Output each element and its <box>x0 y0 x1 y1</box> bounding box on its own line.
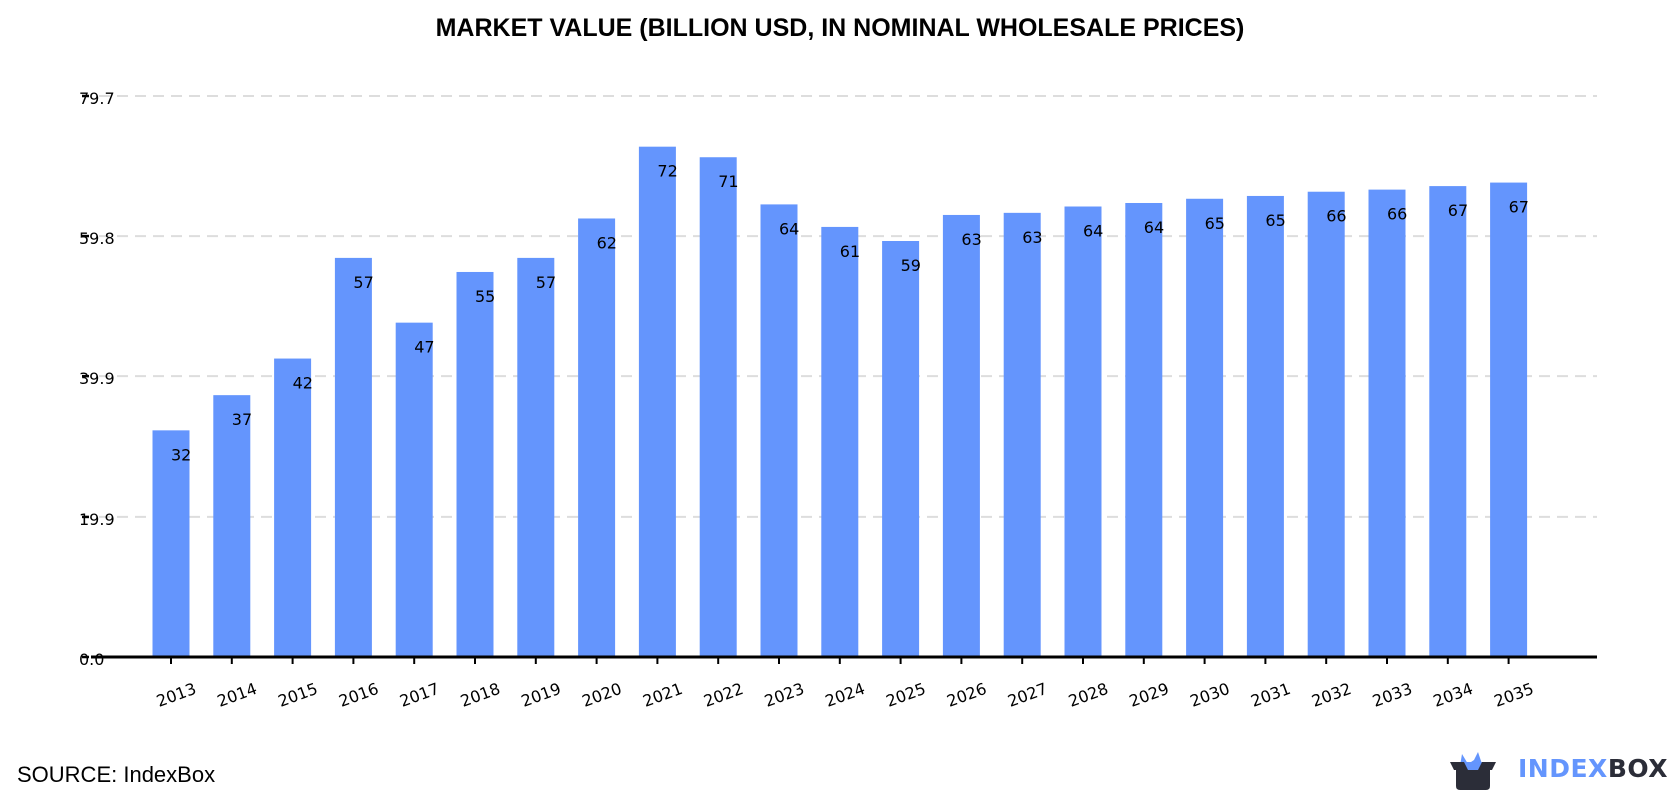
bar-2033 <box>1368 189 1406 657</box>
bar-2017 <box>395 322 433 657</box>
bar-2025 <box>882 241 920 657</box>
data-label: 65 <box>1205 214 1225 233</box>
data-label: 62 <box>597 233 617 252</box>
data-label: 72 <box>657 162 677 181</box>
data-label: 63 <box>1022 228 1042 247</box>
y-tick-label: 19.9 <box>79 510 115 529</box>
bar-chart: 32 37 42 57 47 55 57 62 72 71 64 61 59 63 63 64 64 65 65 66… <box>79 89 1597 711</box>
x-tick-label: 2017 <box>397 679 442 711</box>
x-tick-label: 2025 <box>883 679 928 711</box>
x-tick-label: 2024 <box>823 679 868 711</box>
box-icon <box>1450 752 1496 790</box>
bar-2024 <box>821 226 859 657</box>
data-label: 61 <box>840 242 860 261</box>
x-tick-label: 2029 <box>1127 679 1172 711</box>
x-tick-label: 2019 <box>519 679 564 711</box>
bar-2027 <box>1003 212 1041 657</box>
bar-2022 <box>699 157 737 657</box>
bar-2019 <box>517 257 555 657</box>
data-label: 57 <box>353 273 373 292</box>
y-axis: 0.0 19.9 39.9 59.8 79.7 <box>79 89 115 669</box>
bar-2014 <box>213 395 251 657</box>
bar-2030 <box>1186 198 1224 657</box>
x-tick-label: 2035 <box>1491 679 1536 711</box>
chart-title: MARKET VALUE (BILLION USD, IN NOMINAL WH… <box>435 14 1245 42</box>
bar-2026 <box>942 214 980 657</box>
x-tick-label: 2020 <box>579 679 624 711</box>
x-tick-label: 2014 <box>215 679 260 711</box>
x-tick-label: 2021 <box>640 679 685 711</box>
x-tick-label: 2031 <box>1248 679 1293 711</box>
x-tick-label: 2023 <box>762 679 807 711</box>
x-tick-label: 2028 <box>1066 679 1111 711</box>
data-label: 64 <box>1083 222 1103 241</box>
bar-2016 <box>334 257 372 657</box>
data-label: 67 <box>1509 198 1529 217</box>
bar-2031 <box>1246 195 1284 657</box>
bar-2035 <box>1490 182 1528 657</box>
y-tick-label: 59.8 <box>79 229 115 248</box>
bar-2028 <box>1064 206 1102 657</box>
x-tick-label: 2015 <box>275 679 320 711</box>
y-tick-label: 79.7 <box>79 89 115 108</box>
bar-2023 <box>760 204 798 658</box>
x-tick-label: 2013 <box>154 679 199 711</box>
bars <box>152 146 1528 658</box>
data-labels: 32 37 42 57 47 55 57 62 72 71 64 61 59 63 63 64 64 65 65 66… <box>171 162 1529 465</box>
x-tick-label: 2026 <box>944 679 989 711</box>
bar-2034 <box>1429 186 1467 657</box>
source-note: SOURCE: IndexBox <box>17 762 216 787</box>
bar-2020 <box>578 218 616 657</box>
logo-text-index: INDEX <box>1518 754 1608 783</box>
x-tick-label: 2032 <box>1309 679 1354 711</box>
data-label: 64 <box>1144 218 1164 237</box>
y-tick-label: 0.0 <box>79 650 104 669</box>
data-label: 57 <box>536 273 556 292</box>
bar-2013 <box>152 430 190 657</box>
data-label: 42 <box>293 374 313 393</box>
data-label: 32 <box>171 445 191 464</box>
bar-2015 <box>274 358 312 657</box>
y-tick-label: 39.9 <box>79 369 115 388</box>
bar-2032 <box>1307 191 1345 657</box>
x-tick-label: 2033 <box>1370 679 1415 711</box>
logo-text-box: BOX <box>1607 754 1669 783</box>
data-label: 71 <box>718 172 738 191</box>
data-label: 67 <box>1448 201 1468 220</box>
data-label: 59 <box>901 256 921 275</box>
data-label: 37 <box>232 410 252 429</box>
x-tick-label: 2018 <box>458 679 503 711</box>
data-label: 63 <box>961 230 981 249</box>
data-label: 66 <box>1387 205 1407 224</box>
x-axis: 2013 2014 2015 2016 2017 2018 2019 2020 2021 2022… <box>91 655 1597 711</box>
data-label: 65 <box>1265 211 1285 230</box>
x-tick-label: 2034 <box>1431 679 1476 711</box>
data-label: 55 <box>475 287 495 306</box>
data-label: 47 <box>414 338 434 357</box>
indexbox-logo: INDEXBOX <box>1448 750 1668 792</box>
bar-2018 <box>456 271 494 657</box>
x-tick-label: 2016 <box>336 679 381 711</box>
x-tick-label: 2030 <box>1187 679 1232 711</box>
bar-2021 <box>638 146 676 657</box>
x-tick-label: 2022 <box>701 679 746 711</box>
data-label: 64 <box>779 219 799 238</box>
bar-2029 <box>1125 202 1163 657</box>
data-label: 66 <box>1326 207 1346 226</box>
x-tick-label: 2027 <box>1005 679 1050 711</box>
